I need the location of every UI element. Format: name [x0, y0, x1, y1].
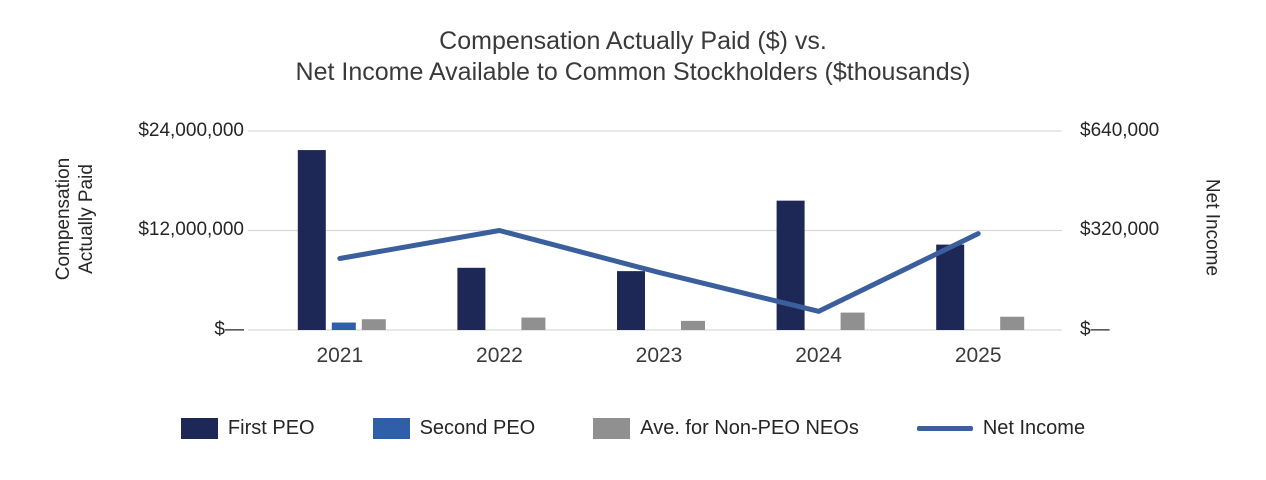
left-axis-tick-24m: $24,000,000 — [138, 120, 244, 141]
legend-swatch-non-peo-neos — [593, 417, 631, 439]
right-axis-tick-640k: $640,000 — [1080, 120, 1160, 141]
legend-swatch-first-peo — [180, 417, 218, 439]
chart-title: Compensation Actually Paid ($) vs. Net I… — [0, 26, 1266, 88]
legend-label-non-peo-neos: Ave. for Non-PEO NEOs — [640, 416, 859, 439]
bar-second-peo-2021 — [331, 322, 356, 330]
right-axis-tick-320k: $320,000 — [1080, 219, 1160, 240]
bar-first-peo-2022 — [457, 267, 486, 330]
legend-item-first-peo: First PEO — [180, 416, 315, 440]
legend-line-swatch-net-income — [916, 425, 973, 431]
bar-first-peo-2024 — [776, 200, 805, 330]
bar-ave-for-non-peo-neos-2021 — [361, 319, 386, 330]
net-income-line — [337, 228, 981, 314]
bar-first-peo-2025 — [936, 244, 965, 330]
legend: First PEO Second PEO Ave. for Non-PEO NE… — [0, 408, 1266, 448]
bar-ave-for-non-peo-neos-2025 — [1000, 316, 1025, 330]
right-axis-tick-zero: $— — [1080, 319, 1110, 340]
x-axis-label-2025: 2025 — [954, 344, 1002, 367]
left-axis-tick-zero: $— — [214, 319, 244, 340]
left-axis-tick-12m: $12,000,000 — [138, 219, 244, 240]
bar-first-peo-2021 — [297, 150, 326, 330]
chart-title-line2: Net Income Available to Common Stockhold… — [295, 58, 971, 86]
bar-ave-for-non-peo-neos-2024 — [840, 312, 865, 330]
bar-first-peo-2023 — [617, 271, 645, 330]
bar-ave-for-non-peo-neos-2022 — [521, 317, 546, 330]
x-axis-label-2023: 2023 — [635, 344, 683, 367]
x-axis-label-2021: 2021 — [316, 344, 364, 367]
legend-item-second-peo: Second PEO — [372, 416, 536, 440]
legend-label-first-peo: First PEO — [227, 416, 315, 439]
legend-swatch-second-peo — [372, 417, 410, 439]
chart-title-line1: Compensation Actually Paid ($) vs. — [439, 27, 827, 55]
bar-ave-for-non-peo-neos-2023 — [681, 320, 705, 330]
legend-label-net-income: Net Income — [982, 416, 1086, 439]
legend-item-non-peo-neos: Ave. for Non-PEO NEOs — [593, 417, 859, 440]
legend-label-second-peo: Second PEO — [419, 416, 536, 439]
x-axis-label-2022: 2022 — [476, 344, 523, 367]
x-axis-label-2024: 2024 — [795, 344, 842, 367]
legend-item-net-income: Net Income — [916, 416, 1086, 440]
